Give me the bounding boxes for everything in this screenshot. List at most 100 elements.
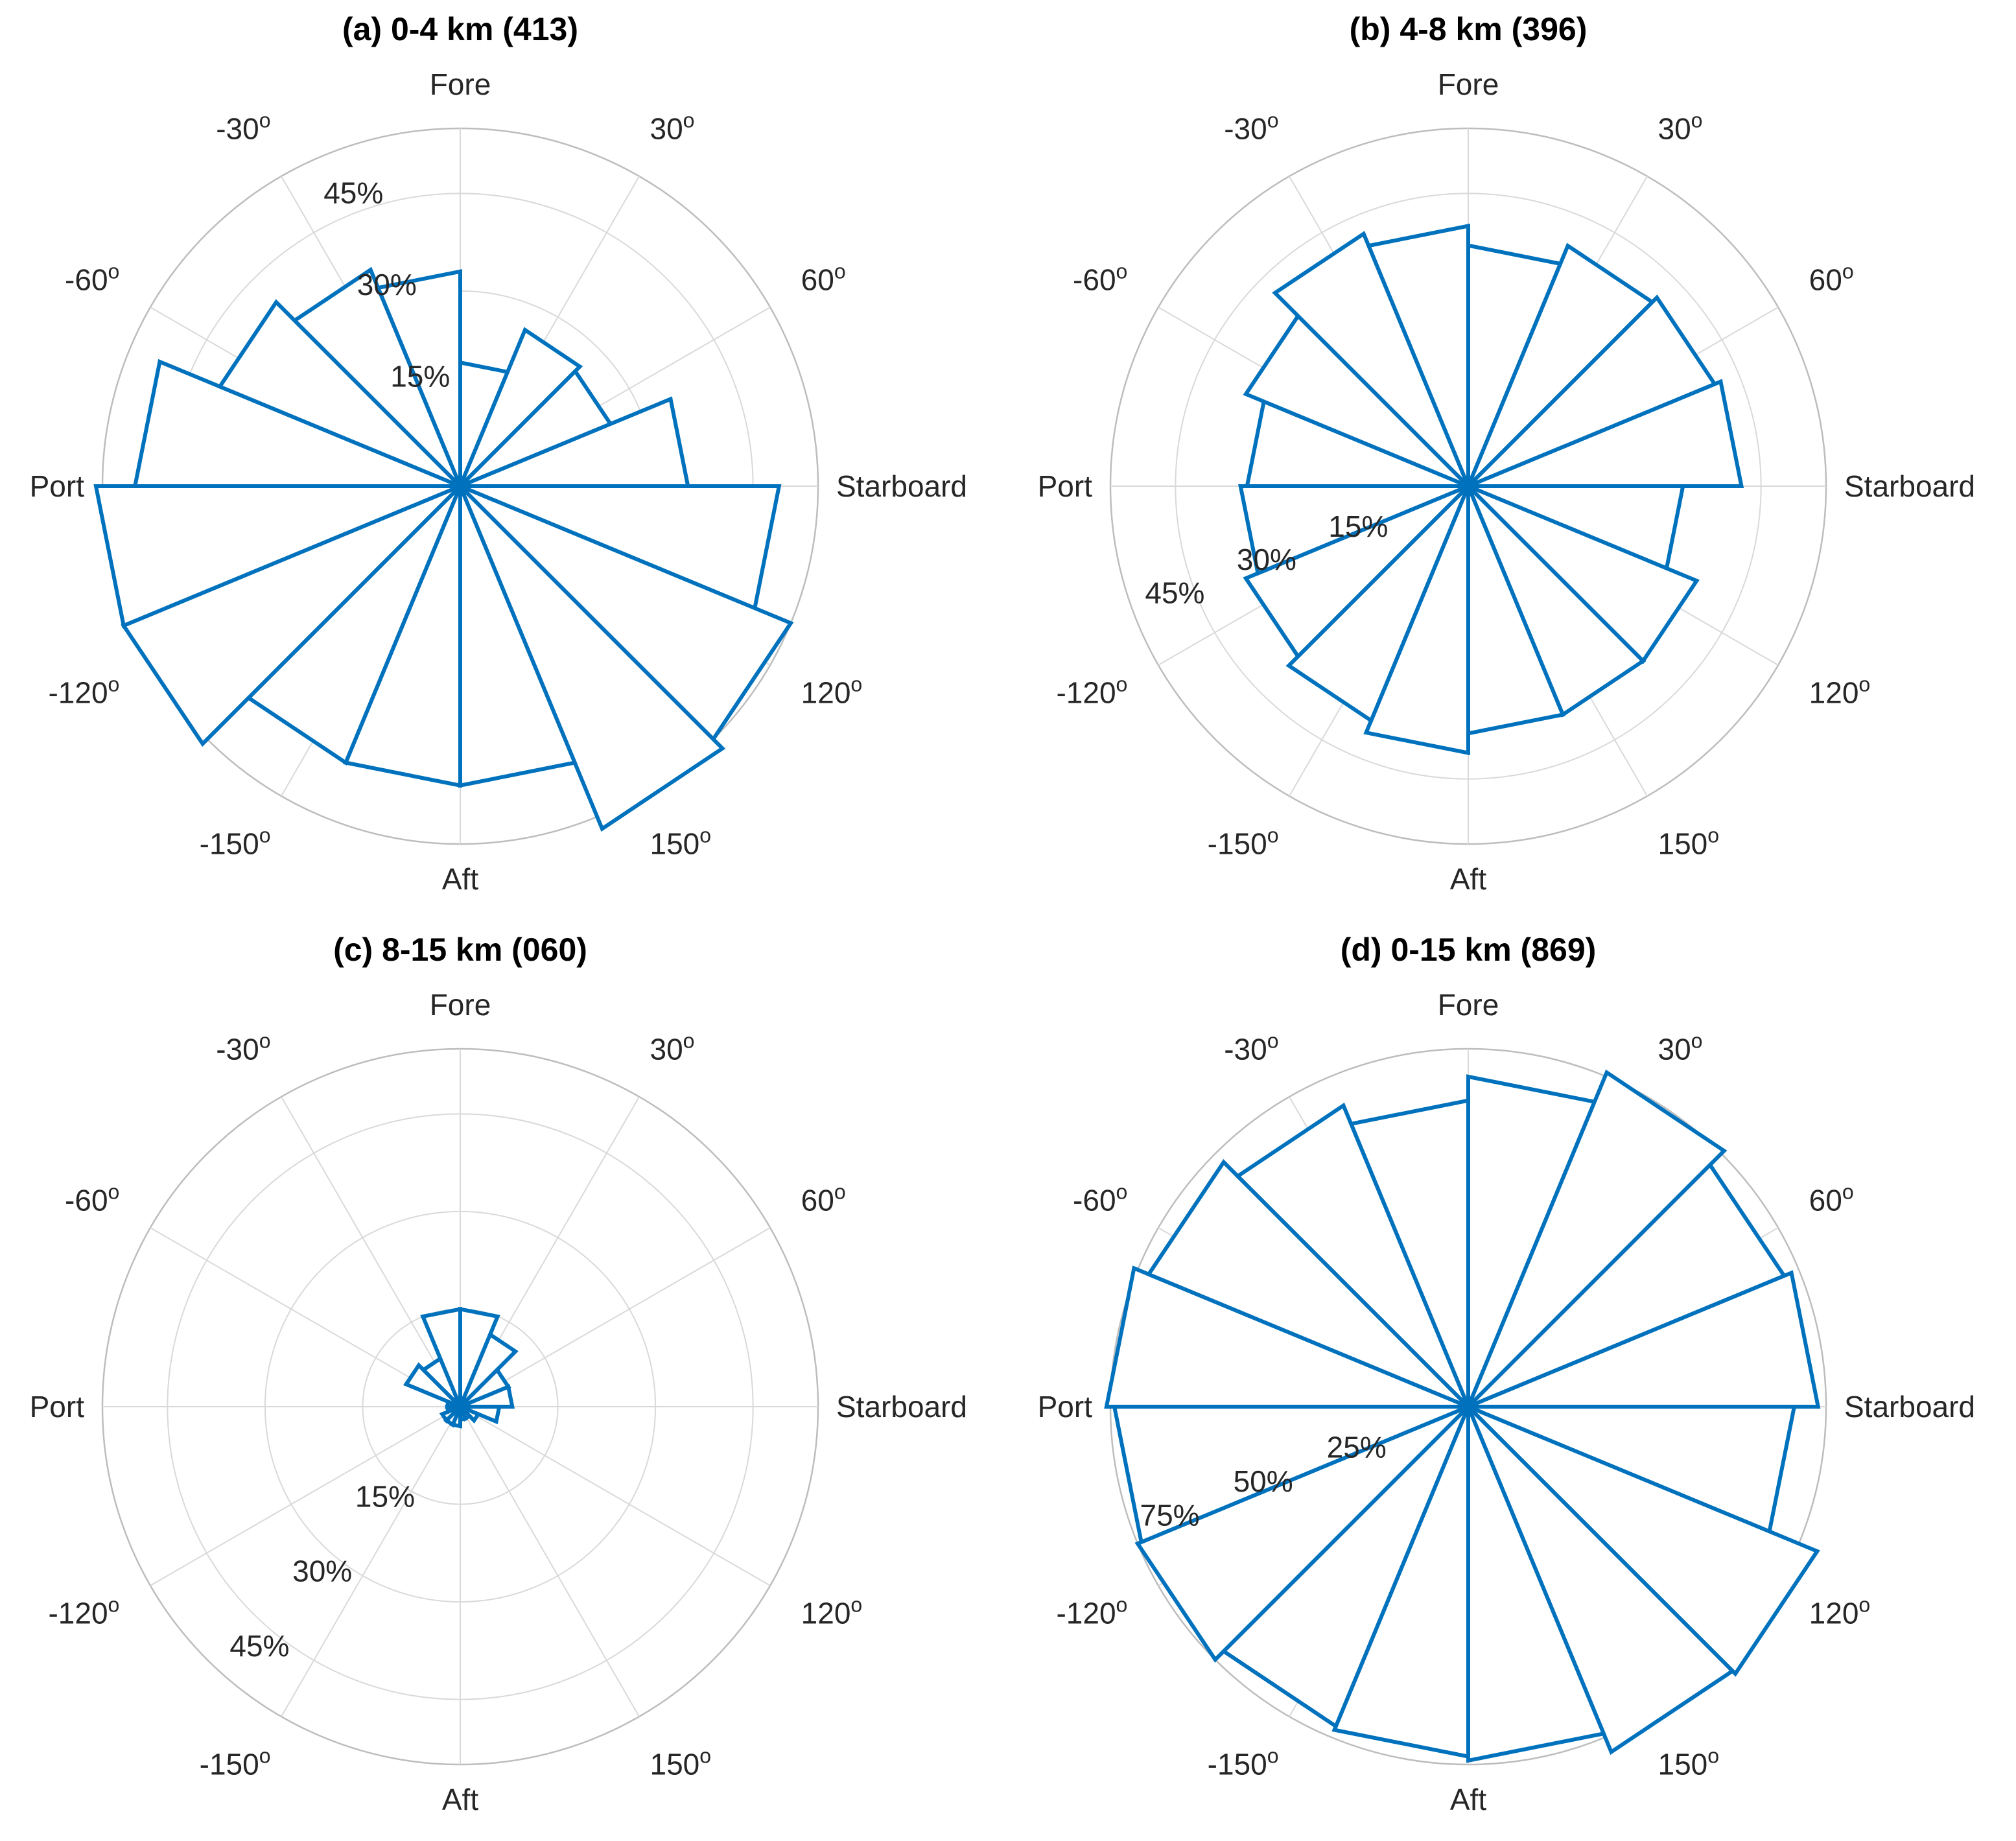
degree-symbol: o <box>850 673 862 696</box>
degree-symbol: o <box>108 673 120 696</box>
theta-tick-value: -150 <box>1208 827 1267 861</box>
polar-chart-a: (a) 0-4 km (413) 15% 30% 45% Fore Starboard Af… <box>30 11 967 896</box>
degree-symbol: o <box>1267 108 1279 132</box>
theta-cardinal-label: Fore <box>430 988 491 1022</box>
degree-symbol: o <box>1267 1744 1279 1768</box>
theta-tick-label: 120o <box>801 1593 863 1630</box>
theta-cardinal-label: Starboard <box>836 1390 967 1424</box>
theta-tick-value: 150 <box>650 1748 700 1781</box>
degree-symbol: o <box>108 1180 120 1204</box>
theta-tick-label: -30o <box>1224 1029 1278 1066</box>
theta-tick-label: 30o <box>650 1029 695 1066</box>
theta-tick-label: 30o <box>1658 108 1703 145</box>
theta-cardinal-label: Aft <box>1450 862 1486 896</box>
r-tick-label: 45% <box>323 176 383 209</box>
theta-tick-value: -30 <box>216 111 259 145</box>
degree-symbol: o <box>108 260 120 283</box>
theta-tick-label: -150o <box>200 824 271 861</box>
degree-symbol: o <box>1267 824 1279 847</box>
theta-tick-value: -60 <box>1073 1184 1116 1217</box>
theta-tick-value: 150 <box>650 827 700 861</box>
theta-cardinal-label: Aft <box>1450 1783 1486 1816</box>
degree-symbol: o <box>1116 1593 1128 1617</box>
degree-symbol: o <box>1267 1029 1279 1052</box>
degree-symbol: o <box>1858 673 1870 696</box>
degree-symbol: o <box>259 108 271 132</box>
theta-tick-value: 30 <box>650 111 683 145</box>
theta-cardinal-label: Starboard <box>1844 1390 1975 1424</box>
theta-cardinal-label: Fore <box>1438 67 1499 101</box>
theta-grid-line <box>460 1406 771 1586</box>
theta-tick-label: -60o <box>1073 1180 1127 1217</box>
theta-tick-label: 60o <box>1809 1180 1854 1217</box>
theta-tick-value: 30 <box>650 1032 683 1066</box>
theta-tick-value: -60 <box>65 263 108 297</box>
polar-chart-b: (b) 4-8 km (396) 15% 30% 45% Fore Starboard Af… <box>1038 11 1975 896</box>
theta-cardinal-label: Fore <box>1438 988 1499 1022</box>
theta-tick-value: -120 <box>1056 676 1116 710</box>
theta-tick-label: -60o <box>65 1180 119 1217</box>
histogram-bar <box>458 485 578 788</box>
degree-symbol: o <box>1842 1180 1854 1204</box>
theta-tick-value: 60 <box>1809 1184 1842 1217</box>
theta-tick-value: -120 <box>1056 1597 1116 1630</box>
polar-panel-a: (a) 0-4 km (413) 15% 30% 45% Fore Starboard Af… <box>0 0 1008 920</box>
theta-tick-value: -120 <box>48 676 108 710</box>
degree-symbol: o <box>834 260 846 283</box>
r-tick-label: 15% <box>1328 510 1388 543</box>
theta-cardinal-label: Port <box>1038 1390 1093 1424</box>
theta-tick-value: 120 <box>1809 1597 1859 1630</box>
theta-tick-label: 150o <box>650 824 712 861</box>
theta-tick-label: 150o <box>1658 824 1720 861</box>
theta-grid-line <box>281 1096 461 1407</box>
polar-chart-c: (c) 8-15 km (060) 15% 30% 45% Fore Starboard A… <box>30 932 967 1816</box>
theta-tick-value: 150 <box>1658 827 1708 861</box>
theta-tick-label: -120o <box>48 673 119 710</box>
theta-tick-label: 150o <box>1658 1744 1720 1781</box>
theta-tick-value: 150 <box>1658 1748 1708 1781</box>
degree-symbol: o <box>1116 673 1128 696</box>
r-tick-label: 30% <box>1237 543 1296 576</box>
theta-tick-value: -30 <box>1224 1032 1267 1066</box>
degree-symbol: o <box>108 1593 120 1617</box>
r-tick-label: 75% <box>1140 1499 1200 1532</box>
polar-panel-b: (b) 4-8 km (396) 15% 30% 45% Fore Starboard Af… <box>1008 0 2016 920</box>
theta-tick-label: -120o <box>1056 673 1127 710</box>
theta-grid-line <box>460 1406 640 1717</box>
polar-chart-d: (d) 0-15 km (869) 25% 50% 75% Fore Starboard A… <box>1038 932 1975 1816</box>
theta-tick-value: -150 <box>200 827 259 861</box>
theta-tick-label: 150o <box>650 1744 712 1781</box>
r-tick-label: 30% <box>292 1554 352 1588</box>
histogram-bar <box>458 1405 468 1422</box>
theta-tick-value: -120 <box>48 1597 108 1630</box>
polar-panel-c: (c) 8-15 km (060) 15% 30% 45% Fore Starboard A… <box>0 920 1008 1841</box>
theta-tick-value: -60 <box>1073 263 1116 297</box>
r-tick-label: 45% <box>1145 576 1204 610</box>
theta-cardinal-label: Port <box>30 1390 85 1424</box>
theta-cardinal-label: Fore <box>430 67 491 101</box>
degree-symbol: o <box>259 824 271 847</box>
degree-symbol: o <box>259 1744 271 1768</box>
degree-symbol: o <box>683 108 695 132</box>
r-tick-label: 15% <box>390 359 450 393</box>
degree-symbol: o <box>1707 824 1719 847</box>
theta-cardinal-label: Aft <box>442 1783 478 1816</box>
chart-title: (b) 4-8 km (396) <box>1350 11 1588 47</box>
theta-tick-label: -150o <box>1208 1744 1279 1781</box>
theta-tick-value: 60 <box>1809 263 1842 297</box>
r-tick-label: 45% <box>229 1629 289 1663</box>
theta-tick-label: 120o <box>1809 1593 1871 1630</box>
r-tick-label: 25% <box>1327 1431 1387 1464</box>
theta-tick-value: 120 <box>1809 676 1859 710</box>
degree-symbol: o <box>1691 1029 1703 1052</box>
theta-tick-value: -30 <box>216 1032 259 1066</box>
degree-symbol: o <box>1691 108 1703 132</box>
degree-symbol: o <box>1858 1593 1870 1617</box>
theta-tick-value: -30 <box>1224 111 1267 145</box>
theta-cardinal-label: Starboard <box>1844 469 1975 503</box>
degree-symbol: o <box>1116 260 1128 283</box>
theta-cardinal-label: Aft <box>442 862 478 896</box>
theta-tick-value: -150 <box>200 1748 259 1781</box>
degree-symbol: o <box>699 824 711 847</box>
